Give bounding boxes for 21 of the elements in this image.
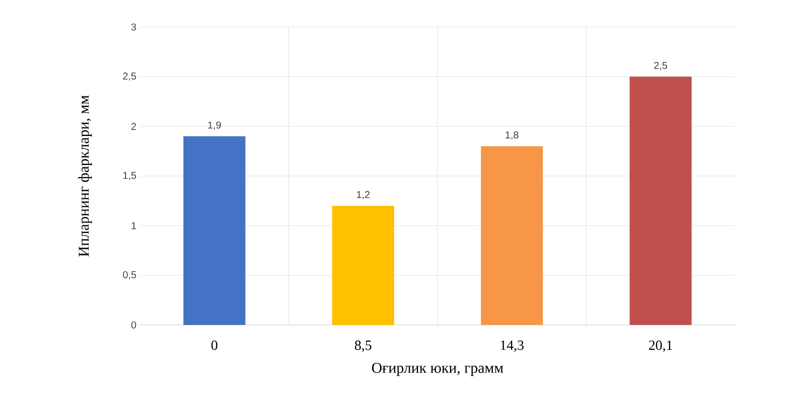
x-axis-title: Оғирлик юки, грамм xyxy=(372,362,504,376)
y-tick-label: 1 xyxy=(132,222,136,230)
data-label: 1,2 xyxy=(356,191,370,200)
bar xyxy=(480,146,543,325)
y-tick-label: 0 xyxy=(131,321,136,329)
bar xyxy=(332,206,394,325)
bar xyxy=(183,136,246,325)
y-tick-label: 2 xyxy=(131,122,136,130)
x-tick-label: 0 xyxy=(211,340,218,350)
y-tick-label: 3 xyxy=(131,23,136,31)
y-tick-label: 0,5 xyxy=(122,271,136,280)
x-tick-label: 8,5 xyxy=(354,340,372,352)
data-label: 1,8 xyxy=(506,131,518,140)
data-label: 2,5 xyxy=(654,62,668,70)
data-label: 1,9 xyxy=(208,121,221,130)
y-tick-label: 1,5 xyxy=(123,172,136,180)
bar xyxy=(630,76,692,325)
y-axis-title: Ипларнинг фарклари, мм xyxy=(78,95,92,256)
x-tick-label: 20,1 xyxy=(648,340,672,352)
x-tick-label: 14,3 xyxy=(500,340,524,352)
y-tick-label: 2,5 xyxy=(123,72,136,81)
